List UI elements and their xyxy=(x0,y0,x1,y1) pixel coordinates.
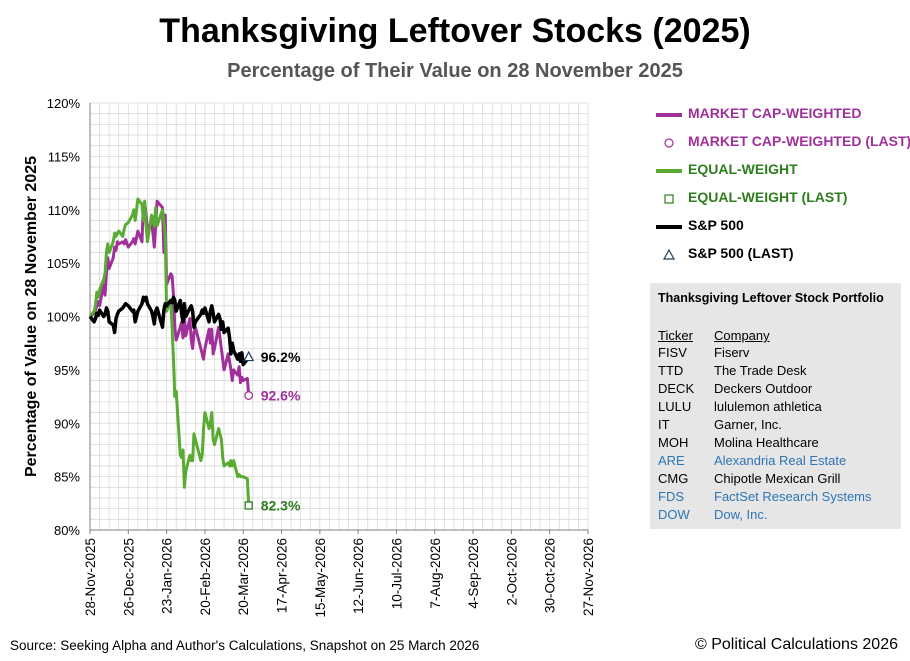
legend-item-market-cap-weighted: MARKET CAP-WEIGHTED xyxy=(650,105,910,125)
legend-item-sp500-last: S&P 500 (LAST) xyxy=(650,245,910,265)
company-header: Company xyxy=(714,328,770,343)
portfolio-row: DOW Dow, Inc. xyxy=(650,507,901,525)
last-point-label: 92.6% xyxy=(261,387,301,403)
ticker-cell: FISV xyxy=(658,345,687,360)
legend-label: MARKET CAP-WEIGHTED (LAST) xyxy=(688,133,910,149)
legend-item-equal-weight-last: EQUAL-WEIGHT (LAST) xyxy=(650,189,910,209)
company-cell: Fiserv xyxy=(714,345,750,360)
company-cell: Chipotle Mexican Grill xyxy=(714,471,841,486)
last-point-triangle xyxy=(243,350,255,362)
legend-line-icon xyxy=(656,225,682,229)
company-cell: Deckers Outdoor xyxy=(714,381,813,396)
portfolio-row: FISV Fiserv xyxy=(650,345,901,363)
x-tick-label: 7-Aug-2026 xyxy=(428,538,443,609)
last-point-label: 96.2% xyxy=(261,349,301,365)
x-tick-label: 30-Oct-2026 xyxy=(543,538,558,613)
last-point-markers: 92.6% 82.3% 96.2% xyxy=(243,349,301,513)
portfolio-row: FDS FactSet Research Systems xyxy=(650,489,901,507)
ticker-cell: IT xyxy=(658,417,670,432)
y-tick-label: 120% xyxy=(47,96,81,111)
y-tick-label: 110% xyxy=(48,203,81,218)
source-note: Source: Seeking Alpha and Author's Calcu… xyxy=(10,638,480,653)
portfolio-table: Thanksgiving Leftover Stock Portfolio Ti… xyxy=(650,283,901,529)
legend-square-icon xyxy=(664,194,674,204)
y-tick-label: 115% xyxy=(48,149,81,164)
company-cell: Garner, Inc. xyxy=(714,417,782,432)
y-tick-label: 100% xyxy=(47,310,81,325)
legend-label: S&P 500 (LAST) xyxy=(688,245,794,261)
company-cell: lululemon athletica xyxy=(714,399,822,414)
ticker-header: Ticker xyxy=(658,328,693,343)
x-tick-label: 2-Oct-2026 xyxy=(504,538,519,606)
ticker-cell: TTD xyxy=(658,363,684,378)
portfolio-row: MOH Molina Healthcare xyxy=(650,435,901,453)
legend-item-sp500: S&P 500 xyxy=(650,217,910,237)
legend-line-icon xyxy=(656,113,682,117)
x-tick-label: 27-Nov-2026 xyxy=(581,538,596,616)
portfolio-title: Thanksgiving Leftover Stock Portfolio xyxy=(658,291,884,305)
series-layer xyxy=(88,197,251,506)
chart-title: Thanksgiving Leftover Stocks (2025) xyxy=(159,12,751,50)
gridlines xyxy=(89,102,589,531)
legend-item-market-cap-weighted-last: MARKET CAP-WEIGHTED (LAST) xyxy=(650,133,910,153)
last-point-circle xyxy=(244,391,254,400)
portfolio-row: DECK Deckers Outdoor xyxy=(650,381,901,399)
ticker-cell: LULU xyxy=(658,399,692,414)
portfolio-row: ARE Alexandria Real Estate xyxy=(650,453,901,471)
y-tick-label: 80% xyxy=(54,523,80,538)
company-cell: FactSet Research Systems xyxy=(714,489,872,504)
series-line-s-p-500 xyxy=(88,295,251,367)
legend-line-icon xyxy=(656,169,682,173)
ticker-cell: DECK xyxy=(658,381,695,396)
series-line-market-cap-weighted xyxy=(89,199,251,396)
legend-circle-icon xyxy=(664,138,674,148)
y-tick-label: 105% xyxy=(47,256,81,271)
company-cell: Alexandria Real Estate xyxy=(714,453,847,468)
company-cell: Molina Healthcare xyxy=(714,435,819,450)
chart-subtitle: Percentage of Their Value on 28 November… xyxy=(227,60,683,82)
ticker-cell: ARE xyxy=(658,453,685,468)
portfolio-row: TTD The Trade Desk xyxy=(650,363,901,381)
company-cell: The Trade Desk xyxy=(714,363,807,378)
portfolio-row: IT Garner, Inc. xyxy=(650,417,901,435)
ticker-cell: FDS xyxy=(658,489,684,504)
portfolio-row: LULU lululemon athletica xyxy=(650,399,901,417)
legend-item-equal-weight: EQUAL-WEIGHT xyxy=(650,161,910,181)
ticker-cell: CMG xyxy=(658,471,689,486)
last-point-square xyxy=(244,501,253,510)
copyright: © Political Calculations 2026 xyxy=(694,636,898,653)
company-cell: Dow, Inc. xyxy=(714,507,768,522)
legend-label: EQUAL-WEIGHT (LAST) xyxy=(688,189,848,205)
portfolio-row: CMG Chipotle Mexican Grill xyxy=(650,471,901,489)
x-tick-label: 15-May-2026 xyxy=(313,538,328,618)
x-tick-label: 4-Sep-2026 xyxy=(466,538,481,609)
ticker-cell: MOH xyxy=(658,435,689,450)
ticker-cell: DOW xyxy=(658,507,690,522)
x-tick-label: 20-Feb-2026 xyxy=(198,538,213,615)
series-line-equal-weight xyxy=(88,197,251,506)
x-tick-label: 12-Jun-2026 xyxy=(351,538,366,614)
legend-triangle-icon xyxy=(662,248,676,260)
y-axis-title: Percentage of Value on 28 November 2025 xyxy=(23,156,40,477)
y-tick-label: 85% xyxy=(54,470,80,485)
x-tick-label: 28-Nov-2025 xyxy=(83,538,98,616)
x-tick-label: 10-Jul-2026 xyxy=(389,538,404,609)
legend-label: EQUAL-WEIGHT xyxy=(688,161,798,177)
x-tick-label: 23-Jan-2026 xyxy=(160,538,175,614)
y-tick-label: 90% xyxy=(54,416,80,431)
x-tick-label: 20-Mar-2026 xyxy=(236,538,251,615)
last-point-label: 82.3% xyxy=(261,497,301,513)
x-tick-label: 17-Apr-2026 xyxy=(275,538,290,613)
y-tick-label: 95% xyxy=(54,363,80,378)
axes: 80% 85% 90% 95% 100% 105% 110% 115% 120% 28-Nov-2… xyxy=(23,96,596,618)
legend-label: MARKET CAP-WEIGHTED xyxy=(688,105,862,121)
legend-label: S&P 500 xyxy=(688,217,744,233)
x-tick-label: 26-Dec-2025 xyxy=(121,538,136,616)
